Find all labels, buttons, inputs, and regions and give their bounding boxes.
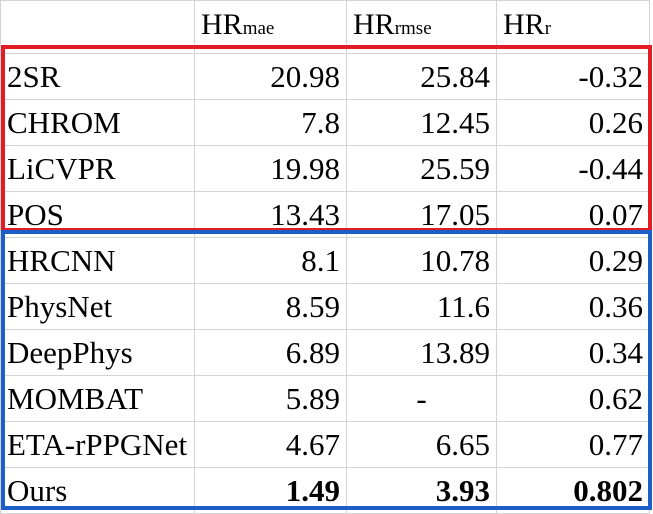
- hr-rmse-cell[interactable]: 10.78: [346, 237, 497, 284]
- hr-rmse-cell[interactable]: 12.45: [346, 99, 497, 146]
- hr-rmse-cell[interactable]: 11.6: [346, 283, 497, 330]
- hr-mae-cell[interactable]: 6.89: [194, 329, 347, 376]
- hr-mae-cell[interactable]: 5.89: [194, 375, 347, 422]
- method-name-cell[interactable]: ETA-rPPGNet: [0, 421, 195, 468]
- table-row: LiCVPR 19.98 25.59 -0.44: [0, 145, 650, 192]
- header-row: HRmae HRrmse HRr: [0, 0, 650, 54]
- hr-r-cell[interactable]: 0.36: [496, 283, 650, 330]
- table-row: ETA-rPPGNet 4.67 6.65 0.77: [0, 421, 650, 468]
- hr-mae-cell[interactable]: 4.67: [194, 421, 347, 468]
- table-row: 2SR 20.98 25.84 -0.32: [0, 53, 650, 100]
- header-cell-hr-mae[interactable]: HRmae: [194, 0, 347, 54]
- hr-mae-cell[interactable]: 8.1: [194, 237, 347, 284]
- hr-r-cell[interactable]: 0.07: [496, 191, 650, 238]
- hr-rmse-cell[interactable]: -: [346, 375, 497, 422]
- hr-mae-cell[interactable]: 1.49: [194, 467, 347, 514]
- table-row: Ours 1.49 3.93 0.802: [0, 467, 650, 514]
- hr-rmse-cell[interactable]: 3.93: [346, 467, 497, 514]
- hr-r-cell[interactable]: 0.802: [496, 467, 650, 514]
- hr-rmse-cell[interactable]: 25.59: [346, 145, 497, 192]
- hr-r-main: HR: [503, 8, 545, 41]
- hr-r-cell[interactable]: -0.32: [496, 53, 650, 100]
- method-name-cell[interactable]: PhysNet: [0, 283, 195, 330]
- hr-rmse-cell[interactable]: 6.65: [346, 421, 497, 468]
- table-row: HRCNN 8.1 10.78 0.29: [0, 237, 650, 284]
- hr-r-cell[interactable]: 0.34: [496, 329, 650, 376]
- hr-mae-cell[interactable]: 7.8: [194, 99, 347, 146]
- table-row: DeepPhys 6.89 13.89 0.34: [0, 329, 650, 376]
- table-row: MOMBAT 5.89 - 0.62: [0, 375, 650, 422]
- table-row: CHROM 7.8 12.45 0.26: [0, 99, 650, 146]
- header-cell-hr-r[interactable]: HRr: [496, 0, 650, 54]
- hr-rmse-cell[interactable]: 17.05: [346, 191, 497, 238]
- method-name-cell[interactable]: Ours: [0, 467, 195, 514]
- method-name-cell[interactable]: DeepPhys: [0, 329, 195, 376]
- hr-mae-cell[interactable]: 19.98: [194, 145, 347, 192]
- hr-rmse-cell[interactable]: 25.84: [346, 53, 497, 100]
- hr-mae-cell[interactable]: 8.59: [194, 283, 347, 330]
- hr-mae-sub: mae: [242, 18, 275, 39]
- hr-mae-main: HR: [201, 8, 243, 41]
- hr-r-sub: r: [544, 18, 552, 39]
- method-name-cell[interactable]: LiCVPR: [0, 145, 195, 192]
- hr-mae-cell[interactable]: 20.98: [194, 53, 347, 100]
- hr-r-cell[interactable]: 0.26: [496, 99, 650, 146]
- method-name-cell[interactable]: POS: [0, 191, 195, 238]
- table-row: POS 13.43 17.05 0.07: [0, 191, 650, 238]
- hr-mae-cell[interactable]: 13.43: [194, 191, 347, 238]
- hr-r-cell[interactable]: 0.77: [496, 421, 650, 468]
- method-name-cell[interactable]: HRCNN: [0, 237, 195, 284]
- method-name-cell[interactable]: MOMBAT: [0, 375, 195, 422]
- hr-rmse-sub: rmse: [394, 18, 432, 39]
- header-cell-hr-rmse[interactable]: HRrmse: [346, 0, 497, 54]
- method-name-cell[interactable]: CHROM: [0, 99, 195, 146]
- hr-rmse-main: HR: [353, 8, 395, 41]
- hr-r-cell[interactable]: 0.29: [496, 237, 650, 284]
- hr-rmse-cell[interactable]: 13.89: [346, 329, 497, 376]
- hr-r-cell[interactable]: 0.62: [496, 375, 650, 422]
- header-cell-method[interactable]: [0, 0, 195, 54]
- method-name-cell[interactable]: 2SR: [0, 53, 195, 100]
- hr-r-cell[interactable]: -0.44: [496, 145, 650, 192]
- table-row: PhysNet 8.59 11.6 0.36: [0, 283, 650, 330]
